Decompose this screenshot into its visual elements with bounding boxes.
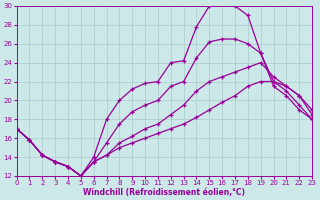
- X-axis label: Windchill (Refroidissement éolien,°C): Windchill (Refroidissement éolien,°C): [84, 188, 245, 197]
